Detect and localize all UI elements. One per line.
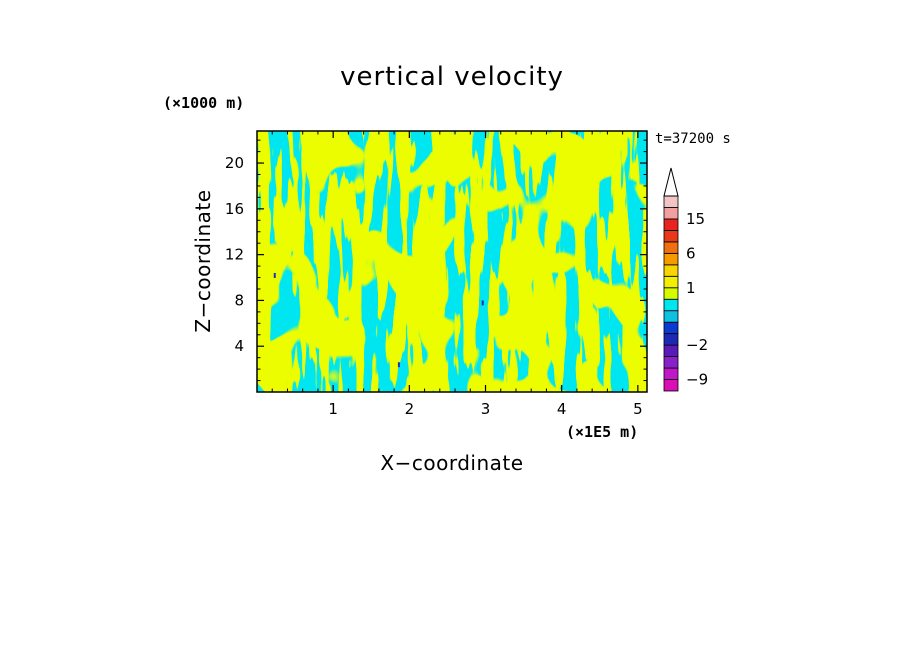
- y-unit-label: (×1000 m): [163, 94, 244, 112]
- time-label: t=37200 s: [655, 131, 731, 147]
- colorbar-extend-arrow: [663, 167, 679, 197]
- plot-frame: [256, 130, 648, 393]
- strong-mark: [397, 362, 400, 368]
- colorbar-segment: [663, 356, 679, 369]
- colorbar-tick-label: 15: [686, 210, 705, 228]
- colorbar-segment: [663, 241, 679, 254]
- colorbar-segment: [663, 298, 679, 312]
- colorbar-segment: [663, 310, 679, 323]
- colorbar-segment: [663, 321, 679, 335]
- x-tick-label: 1: [328, 400, 338, 418]
- x-tick-label: 5: [633, 400, 643, 418]
- y-tick-label: 20: [225, 154, 244, 172]
- colorbar-segment: [663, 230, 679, 243]
- y-axis-label: Z−coordinate: [191, 189, 215, 332]
- colorbar-segment: [663, 195, 679, 208]
- field-positive-streaks: [257, 131, 647, 392]
- colorbar-segment: [663, 264, 679, 277]
- colorbar-tick-label: 6: [686, 244, 696, 262]
- x-axis-label: X−coordinate: [380, 451, 523, 475]
- colorbar-segment: [663, 218, 679, 231]
- colorbar-segment: [663, 275, 679, 289]
- colorbar-tick-label: 1: [686, 279, 696, 297]
- x-unit-label: (×1E5 m): [566, 423, 638, 441]
- colorbar-segment: [663, 379, 679, 392]
- colorbar-segment: [663, 207, 679, 220]
- colorbar-tick-label: −9: [686, 371, 708, 389]
- strong-mark: [273, 272, 276, 278]
- colorbar-tick-label: −2: [686, 336, 708, 354]
- colorbar-segment: [663, 252, 679, 266]
- colorbar-segment: [663, 287, 679, 300]
- y-tick-label: 4: [234, 337, 244, 355]
- y-tick-label: 16: [225, 200, 244, 218]
- colorbar-segment: [663, 333, 679, 346]
- colorbar-segment: [663, 367, 679, 380]
- chart-title: vertical velocity: [340, 62, 564, 92]
- contour-field: [257, 131, 647, 392]
- y-axis: 4 8 12 16 20: [225, 139, 647, 382]
- y-tick-label: 8: [234, 291, 244, 309]
- x-tick-label: 3: [481, 400, 491, 418]
- strong-updraft-marks: [273, 272, 484, 368]
- x-axis: 1 2 3 4 5: [271, 131, 643, 418]
- x-tick-label: 2: [405, 400, 415, 418]
- colorbar: 15 6 1 −2 −9: [663, 167, 708, 392]
- y-tick-label: 12: [225, 246, 244, 264]
- x-tick-label: 4: [557, 400, 567, 418]
- colorbar-segment: [663, 344, 679, 357]
- strong-mark: [481, 300, 484, 306]
